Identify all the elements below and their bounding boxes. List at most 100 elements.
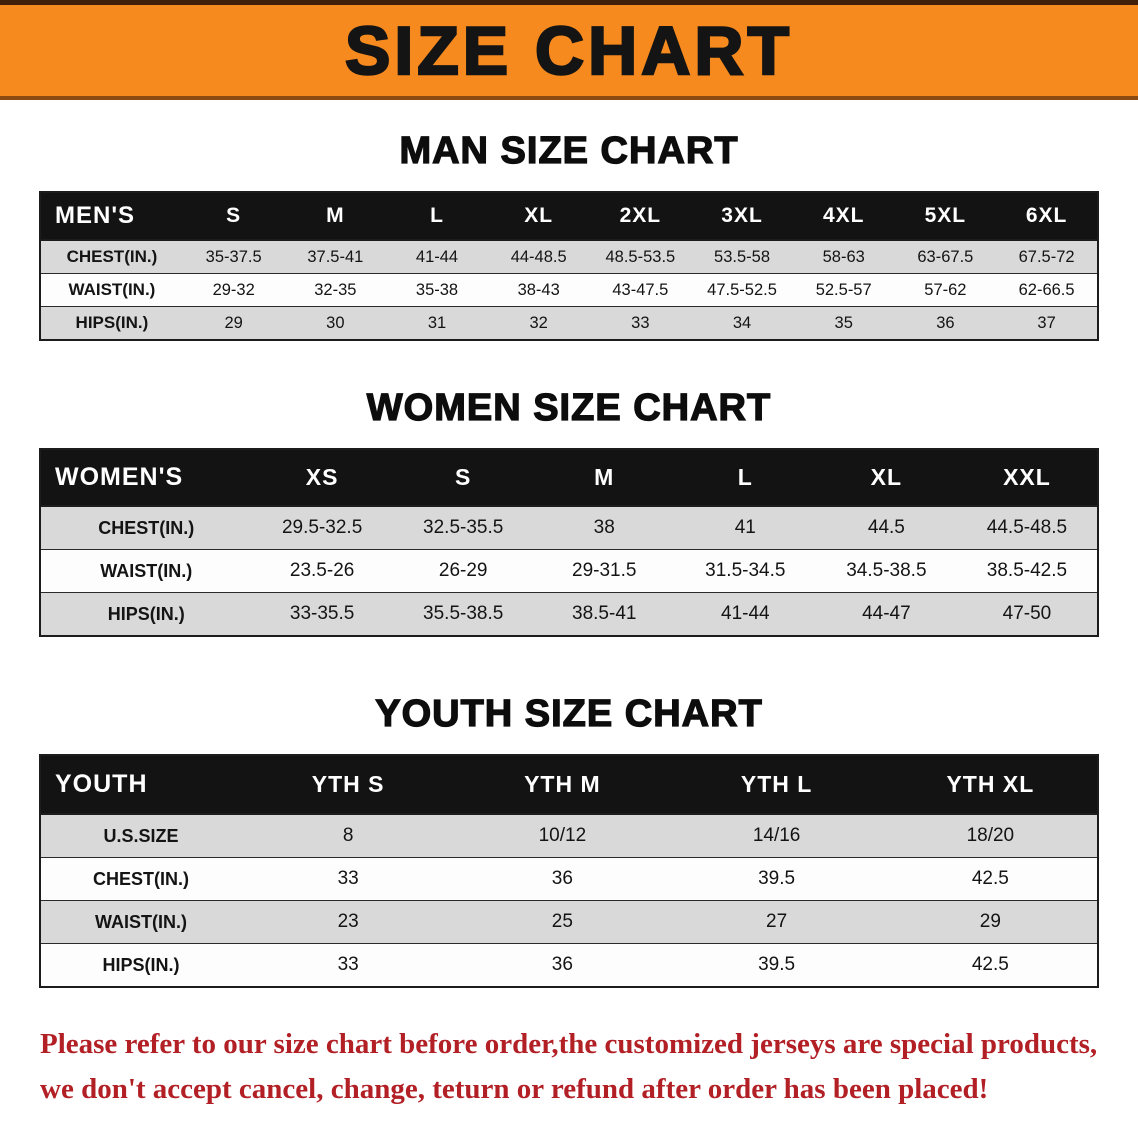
row-label: CHEST(IN.) [40,240,183,274]
size-value: 33 [241,857,456,901]
size-value: 29 [182,306,285,341]
size-value: 29-31.5 [533,549,675,593]
size-value: 10/12 [455,814,670,858]
table-row: HIPS(IN.) 33-35.5 35.5-38.5 38.5-41 41-44 44-… [40,592,1098,637]
row-label: CHEST(IN.) [40,506,252,550]
size-value: 33 [589,306,692,341]
men-size-table: MEN'S S M L XL 2XL 3XL 4XL 5XL 6XL CHEST(IN.) 35-37… [39,191,1099,341]
size-value: 44-48.5 [487,240,590,274]
size-value: 8 [241,814,456,858]
size-value: 34.5-38.5 [815,549,957,593]
size-value: 41-44 [674,592,816,637]
size-value: 35 [792,306,895,341]
size-value: 52.5-57 [792,273,895,307]
size-value: 32 [487,306,590,341]
size-value: 31.5-34.5 [674,549,816,593]
youth-size-table: YOUTH YTH S YTH M YTH L YTH XL U.S.SIZE 8 10/12… [39,754,1099,988]
row-label: CHEST(IN.) [40,857,242,901]
youth-section-heading: YOUTH SIZE CHART [375,692,763,735]
size-value: 36 [894,306,997,341]
size-value: 42.5 [883,943,1098,988]
size-value: 35.5-38.5 [392,592,534,637]
footer-disclaimer: Please refer to our size chart before or… [40,1022,1100,1112]
size-value: 32.5-35.5 [392,506,534,550]
size-value: 27 [669,900,884,944]
size-value: 42.5 [883,857,1098,901]
size-value: 33-35.5 [251,592,393,637]
size-column-header: 5XL [894,192,997,241]
youth-size-chart-section: YOUTH SIZE CHART YOUTH YTH S YTH M YTH L YTH… [0,692,1138,988]
size-value: 44-47 [815,592,957,637]
size-value: 47-50 [956,592,1098,637]
row-label: WAIST(IN.) [40,549,252,593]
size-column-header: 4XL [792,192,895,241]
table-row: WAIST(IN.) 23 25 27 29 [40,900,1098,944]
size-value: 38-43 [487,273,590,307]
table-row: HIPS(IN.) 33 36 39.5 42.5 [40,943,1098,988]
table-corner-label: MEN'S [40,192,183,241]
size-value: 23.5-26 [251,549,393,593]
size-value: 30 [284,306,387,341]
table-corner-label: YOUTH [40,755,242,815]
table-row: CHEST(IN.) 35-37.5 37.5-41 41-44 44-48.5 48.5… [40,240,1098,274]
size-value: 39.5 [669,943,884,988]
size-column-header: XS [251,449,393,507]
table-row: HIPS(IN.) 29 30 31 32 33 34 35 36 37 [40,306,1098,341]
table-row: CHEST(IN.) 29.5-32.5 32.5-35.5 38 41 44.5 44.5… [40,506,1098,550]
women-size-chart-section: WOMEN SIZE CHART WOMEN'S XS S M L XL XXL CHEST(… [0,386,1138,637]
size-value: 37.5-41 [284,240,387,274]
size-value: 47.5-52.5 [691,273,793,307]
size-column-header: YTH XL [883,755,1098,815]
size-column-header: YTH L [669,755,884,815]
size-column-header: L [674,449,816,507]
man-size-chart-section: MAN SIZE CHART MEN'S S M L XL 2XL 3XL 4XL 5XL 6XL… [0,129,1138,341]
size-value: 36 [455,857,670,901]
size-value: 14/16 [669,814,884,858]
size-value: 62-66.5 [996,273,1098,307]
size-value: 25 [455,900,670,944]
size-value: 63-67.5 [894,240,997,274]
size-column-header: S [392,449,534,507]
size-column-header: 3XL [691,192,793,241]
size-value: 37 [996,306,1098,341]
table-row: CHEST(IN.) 33 36 39.5 42.5 [40,857,1098,901]
size-value: 38.5-42.5 [956,549,1098,593]
size-value: 67.5-72 [996,240,1098,274]
size-value: 39.5 [669,857,884,901]
table-row: WAIST(IN.) 23.5-26 26-29 29-31.5 31.5-34.5 34… [40,549,1098,593]
size-column-header: 6XL [996,192,1098,241]
size-value: 33 [241,943,456,988]
size-value: 57-62 [894,273,997,307]
table-header-row: WOMEN'S XS S M L XL XXL [40,449,1098,507]
size-value: 44.5-48.5 [956,506,1098,550]
footer-disclaimer-line1: Please refer to our size chart before or… [40,1028,1098,1060]
table-corner-label: WOMEN'S [40,449,252,507]
table-row: WAIST(IN.) 29-32 32-35 35-38 38-43 43-47.5 47.… [40,273,1098,307]
man-section-heading: MAN SIZE CHART [399,129,739,172]
size-column-header: L [386,192,488,241]
size-column-header: YTH S [241,755,456,815]
footer-disclaimer-line2: we don't accept cancel, change, teturn o… [40,1072,989,1105]
size-value: 29.5-32.5 [251,506,393,550]
size-value: 41-44 [386,240,488,274]
banner-title: SIZE CHART [344,12,793,89]
size-column-header: M [284,192,387,241]
size-value: 18/20 [883,814,1098,858]
size-value: 35-37.5 [182,240,285,274]
table-row: U.S.SIZE 8 10/12 14/16 18/20 [40,814,1098,858]
size-value: 32-35 [284,273,387,307]
size-column-header: S [182,192,285,241]
size-chart-banner: SIZE CHART [0,0,1138,100]
size-value: 29 [883,900,1098,944]
row-label: WAIST(IN.) [40,273,183,307]
size-value: 43-47.5 [589,273,692,307]
size-value: 34 [691,306,793,341]
size-value: 58-63 [792,240,895,274]
women-section-heading: WOMEN SIZE CHART [366,386,772,429]
size-value: 38.5-41 [533,592,675,637]
table-header-row: MEN'S S M L XL 2XL 3XL 4XL 5XL 6XL [40,192,1098,241]
size-column-header: M [533,449,675,507]
size-value: 31 [386,306,488,341]
size-value: 23 [241,900,456,944]
row-label: HIPS(IN.) [40,943,242,988]
